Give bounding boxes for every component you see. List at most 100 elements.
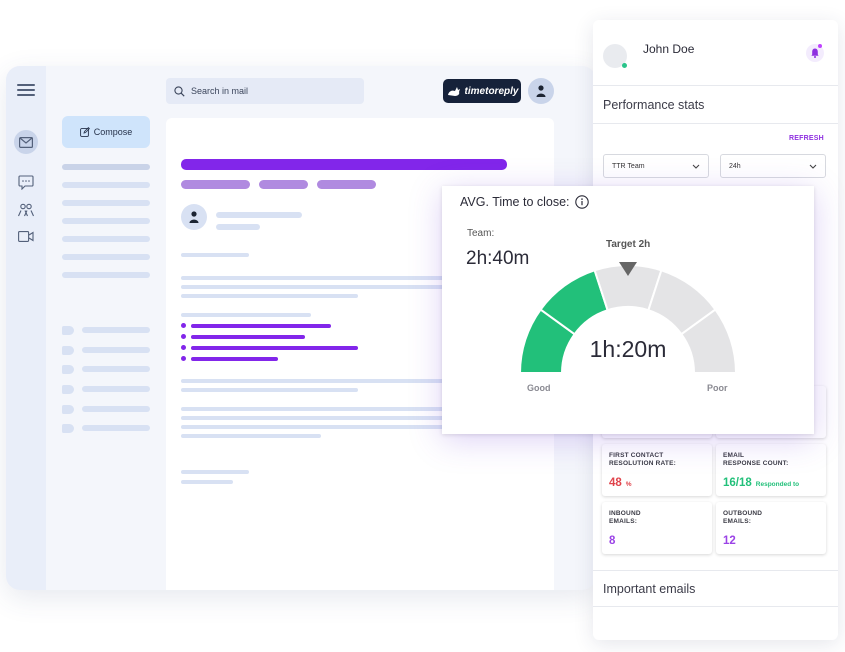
folder-item[interactable] xyxy=(62,200,150,206)
label-tag-icon xyxy=(62,385,74,394)
folder-item[interactable] xyxy=(62,254,150,260)
metric-label: FIRST CONTACT xyxy=(609,452,664,459)
search-bar[interactable] xyxy=(166,78,364,104)
chat-icon[interactable] xyxy=(14,170,38,194)
team-label: Team: xyxy=(467,228,495,239)
online-status-dot xyxy=(622,63,627,68)
divider xyxy=(593,570,838,571)
good-label: Good xyxy=(527,383,551,393)
target-label: Target 2h xyxy=(606,239,651,250)
metric-number: 12 xyxy=(723,535,736,547)
label-item[interactable] xyxy=(82,366,150,372)
label-item[interactable] xyxy=(82,386,150,392)
refresh-button[interactable]: REFRESH xyxy=(789,135,824,142)
metric-card-outbound: OUTBOUND EMAILS: 12 xyxy=(716,502,826,554)
team-select[interactable]: TTR Team xyxy=(603,154,709,178)
tag-bar xyxy=(317,180,376,189)
label-tag-icon xyxy=(62,326,74,335)
metric-suffix: % xyxy=(625,481,632,488)
text-line xyxy=(181,388,358,392)
poor-label: Poor xyxy=(707,383,728,393)
label-tag-icon xyxy=(62,405,74,414)
label-item[interactable] xyxy=(82,347,150,353)
metric-value: 16/18 Responded to xyxy=(723,477,799,489)
bullet-dot xyxy=(181,334,186,339)
search-icon xyxy=(174,85,185,97)
bullet-line xyxy=(191,324,331,328)
metric-value: 48 % xyxy=(609,477,632,489)
brand-name: timetoreply xyxy=(464,85,519,97)
bullet-dot xyxy=(181,323,186,328)
text-line xyxy=(181,480,233,484)
text-line xyxy=(181,470,249,474)
text-line xyxy=(181,276,451,280)
edit-icon xyxy=(79,127,90,137)
compose-button[interactable]: Compose xyxy=(62,116,150,148)
text-line xyxy=(181,285,451,289)
user-icon xyxy=(189,211,199,223)
important-emails-title: Important emails xyxy=(603,582,696,596)
text-line xyxy=(181,416,451,420)
tag-bar xyxy=(181,180,250,189)
team-value: 2h:40m xyxy=(466,248,530,269)
info-icon[interactable] xyxy=(574,195,589,209)
label-item[interactable] xyxy=(82,425,150,431)
label-item[interactable] xyxy=(82,406,150,412)
folder-item[interactable] xyxy=(62,272,150,278)
period-select-value: 24h xyxy=(729,162,741,170)
video-icon[interactable] xyxy=(14,224,38,248)
metric-number: 16/18 xyxy=(723,477,752,489)
metric-label: RESOLUTION RATE: xyxy=(609,460,676,467)
tag-bar xyxy=(259,180,308,189)
text-line xyxy=(181,379,451,383)
bullet-line xyxy=(191,346,358,350)
user-name: John Doe xyxy=(643,42,695,56)
label-tag-icon xyxy=(62,424,74,433)
divider xyxy=(593,123,838,124)
metric-value: 12 xyxy=(723,535,736,547)
mail-icon[interactable] xyxy=(14,130,38,154)
metric-number: 8 xyxy=(609,535,616,547)
label-item[interactable] xyxy=(82,327,150,333)
profile-header: John Doe xyxy=(593,20,838,86)
folder-item[interactable] xyxy=(62,236,150,242)
chevron-down-icon xyxy=(692,164,700,169)
folder-item[interactable] xyxy=(62,218,150,224)
period-select[interactable]: 24h xyxy=(720,154,826,178)
metric-label: EMAILS: xyxy=(723,518,752,525)
label-tag-icon xyxy=(62,346,74,355)
side-rail xyxy=(6,66,46,590)
metric-label: EMAILS: xyxy=(609,518,638,525)
notification-bell-icon[interactable] xyxy=(806,44,824,62)
metric-value: 8 xyxy=(609,535,615,547)
metric-suffix: Responded to xyxy=(755,481,800,488)
text-line xyxy=(181,294,358,298)
folder-item[interactable] xyxy=(62,182,150,188)
subject-bar xyxy=(181,159,507,170)
chevron-down-icon xyxy=(809,164,817,169)
gauge-title: AVG. Time to close: xyxy=(460,195,589,209)
gauge-title-text: AVG. Time to close: xyxy=(460,195,570,209)
metric-card-inbound: INBOUND EMAILS: 8 xyxy=(602,502,712,554)
text-line xyxy=(181,407,451,411)
metric-card-first-contact: FIRST CONTACT RESOLUTION RATE: 48 % xyxy=(602,444,712,496)
bullet-dot xyxy=(181,356,186,361)
bullet-line xyxy=(191,357,278,361)
metric-number: 48 xyxy=(609,477,622,489)
metric-label: RESPONSE COUNT: xyxy=(723,460,789,467)
gauge-value: 1h:20m xyxy=(589,336,667,362)
folder-item[interactable] xyxy=(62,164,150,170)
bullet-dot xyxy=(181,345,186,350)
metric-card-response-count: EMAIL RESPONSE COUNT: 16/18 Responded to xyxy=(716,444,826,496)
metric-label: OUTBOUND xyxy=(723,510,763,517)
team-select-value: TTR Team xyxy=(612,162,645,170)
sender-name-line xyxy=(216,212,302,218)
hamburger-menu-icon[interactable] xyxy=(17,84,35,96)
search-input[interactable] xyxy=(191,86,351,96)
avatar[interactable] xyxy=(528,78,554,104)
target-marker-icon xyxy=(619,262,637,276)
notification-dot xyxy=(818,44,822,48)
people-icon[interactable] xyxy=(14,198,38,222)
compose-label: Compose xyxy=(93,127,133,137)
text-line xyxy=(181,253,249,257)
